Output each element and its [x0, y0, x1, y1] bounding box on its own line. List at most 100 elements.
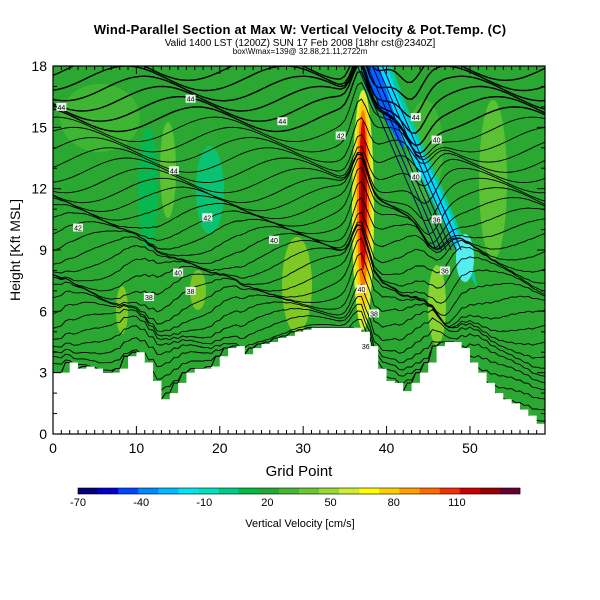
colorbar-tick-label: -10	[196, 497, 212, 509]
theta-contour-line	[376, 66, 457, 251]
theta-contour-line	[53, 152, 545, 204]
colorbar-swatch	[379, 488, 400, 494]
theta-contour-line	[53, 66, 545, 101]
svg-text:40: 40	[270, 238, 278, 245]
theta-contour-line	[53, 268, 545, 333]
colorbar-tick-label: -70	[70, 497, 86, 509]
chart-valid-time: Valid 1400 LST (1200Z) SUN 17 Feb 2008 […	[164, 38, 436, 49]
contour-label: 36	[439, 266, 450, 275]
w-patch-light-left	[138, 128, 158, 248]
colorbar-swatch	[98, 488, 119, 494]
y-tick-label: 3	[39, 365, 47, 381]
contour-label: 38	[185, 286, 196, 296]
svg-text:42: 42	[337, 134, 345, 141]
theta-contour-line	[53, 81, 545, 158]
y-tick-label: 12	[31, 181, 47, 197]
colorbar-swatch	[299, 488, 320, 494]
theta-contour-line	[53, 228, 545, 316]
theta-contour-line	[53, 310, 545, 377]
colorbar-swatch	[359, 488, 380, 494]
contour-label: 44	[410, 113, 421, 122]
y-tick-label: 6	[39, 303, 47, 319]
y-axis-label: Height [Kft MSL]	[7, 199, 23, 301]
x-axis-label: Grid Point	[266, 463, 334, 480]
theta-contour-line	[381, 66, 462, 251]
x-tick-label: 40	[379, 440, 395, 456]
colorbar-swatch	[198, 488, 219, 494]
contour-label: 40	[431, 135, 442, 145]
x-tick-label: 10	[129, 440, 145, 456]
contour-label: 44	[185, 94, 196, 104]
svg-text:44: 44	[278, 119, 286, 126]
contour-label: 36	[431, 215, 442, 224]
contour-label: 36	[360, 342, 371, 351]
w-patch-cyan-left	[196, 146, 224, 234]
colorbar-tick-label: 20	[261, 497, 273, 509]
contour-label: 40	[173, 268, 184, 277]
theta-contour-line	[53, 66, 545, 134]
theta-contour-line	[356, 66, 437, 251]
theta-contour-line	[53, 237, 545, 324]
contour-label: 42	[202, 213, 213, 222]
x-tick-label: 0	[49, 440, 57, 456]
chart-max-info: box\Wmax=139@ 32.88,21.11,2722m	[232, 47, 368, 56]
colorbar-swatch	[178, 488, 199, 494]
colorbar-swatch	[419, 488, 440, 494]
colorbar-swatch	[339, 488, 360, 494]
contour-label: 38	[143, 293, 154, 302]
w-patch-light-left-2	[160, 122, 176, 218]
theta-contour-line	[53, 70, 545, 155]
svg-text:38: 38	[145, 295, 153, 302]
theta-contour-line	[53, 303, 545, 369]
svg-text:40: 40	[174, 270, 182, 277]
contour-label: 38	[369, 309, 380, 318]
colorbar-swatch	[459, 488, 481, 494]
theta-contour-line	[53, 133, 545, 173]
colorbar: -70 -40 -10 20 50 80 110	[70, 487, 521, 509]
svg-text:40: 40	[358, 287, 366, 294]
w-patch-yellowgreen-low	[116, 286, 128, 334]
colorbar-tick-label: -40	[133, 497, 149, 509]
colorbar-swatch	[118, 488, 139, 494]
colorbar-tick-label: 50	[324, 497, 336, 509]
theta-contour-line	[53, 295, 545, 359]
svg-text:36: 36	[441, 268, 449, 275]
contour-label: 42	[335, 131, 346, 141]
theta-contour-line	[53, 252, 545, 328]
theta-contour-line	[53, 66, 545, 119]
svg-text:42: 42	[203, 215, 211, 222]
colorbar-swatch	[319, 488, 340, 494]
contour-label: 40	[410, 172, 421, 181]
x-tick-label: 50	[462, 440, 478, 456]
colorbar-swatch	[158, 488, 179, 494]
svg-text:44: 44	[187, 97, 195, 104]
svg-text:44: 44	[170, 168, 178, 175]
colorbar-swatch	[399, 488, 420, 494]
colorbar-swatch	[218, 488, 240, 494]
y-tick-label: 15	[31, 119, 47, 135]
theta-contour-line	[53, 197, 545, 251]
colorbar-swatch	[238, 488, 260, 494]
x-tick-label: 20	[212, 440, 228, 456]
contour-label: 44	[168, 166, 179, 175]
theta-contour-line	[53, 153, 545, 221]
x-axis: 0 10 20 30 40 50	[49, 66, 546, 456]
potential-temperature-contours	[53, 66, 545, 422]
svg-text:36: 36	[433, 217, 441, 224]
colorbar-swatch	[258, 488, 280, 494]
theta-contour-line	[53, 224, 545, 284]
y-tick-label: 18	[31, 58, 47, 74]
contour-label: 40	[268, 235, 279, 245]
svg-text:42: 42	[74, 226, 82, 233]
svg-text:40: 40	[412, 174, 420, 181]
contour-label: 40	[356, 284, 367, 294]
x-tick-label: 30	[295, 440, 311, 456]
theta-contour-line	[53, 224, 545, 292]
colorbar-swatch	[78, 488, 99, 494]
y-tick-label: 0	[39, 426, 47, 442]
colorbar-frame	[77, 487, 521, 495]
theta-contour-line	[53, 98, 545, 161]
